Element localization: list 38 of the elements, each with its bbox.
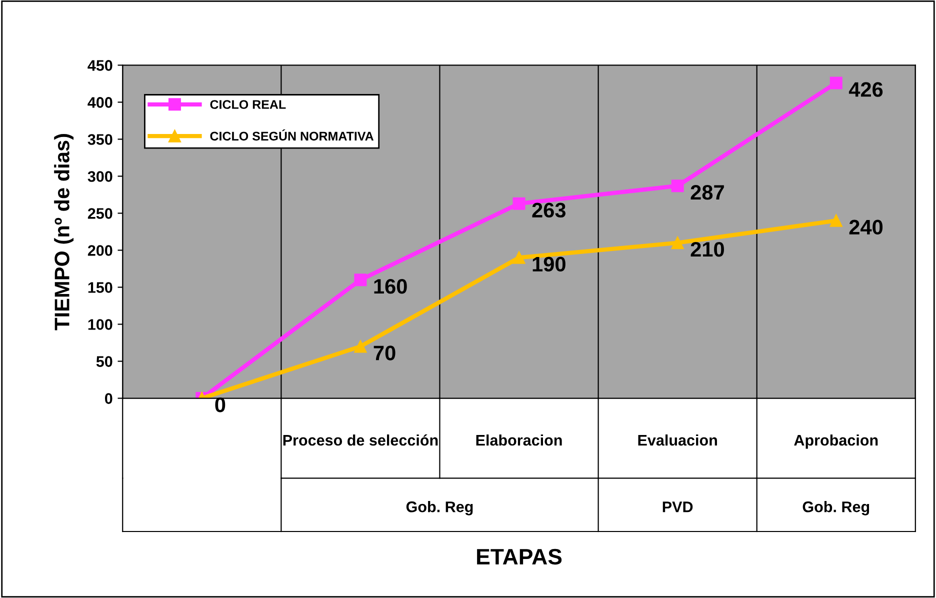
text: PVD [662,502,693,512]
point [512,197,526,210]
y-tick-label: 250 [88,208,112,219]
x-tick-label: Evaluacion [638,434,717,446]
data-label: 190 [532,256,566,272]
y-axis-title: TIEMPO (nº de dias) [54,134,74,330]
y-tick-label: 200 [88,245,112,256]
y-tick-label: 350 [88,134,112,145]
point [671,180,684,192]
point [671,236,684,250]
y-tick-label: 100 [88,319,112,330]
data-label: 70 [374,346,396,360]
point [354,274,367,286]
point [354,340,367,353]
data-label: 263 [532,202,566,218]
point [830,76,842,90]
point [830,214,842,227]
data-label: 426 [848,82,883,97]
x-axis-title: ETAPAS [477,548,562,565]
y-tick-label: 450 [88,60,112,71]
y-tick-label: 0 [105,393,112,404]
y-tick-label: 50 [96,356,112,367]
text: Gob. Reg [406,501,473,516]
y-tick-label: 400 [88,97,112,108]
legend-label: CICLO REAL [210,100,286,109]
data-label: 287 [690,185,724,200]
y-tick-label: 150 [88,282,112,293]
data-label: 210 [690,242,724,257]
point [512,251,526,264]
data-label: 160 [374,279,407,294]
x-tick-label: Proceso de selección [283,434,438,446]
y-tick-label: 300 [88,171,112,182]
x-tick-label: Aprobacion [794,434,878,449]
data-label: 0 [215,397,226,412]
data-label: 240 [849,220,883,235]
x-tick-label: Elaboracion [476,434,562,446]
text: Gob. Reg [802,501,870,516]
legend-label: CICLO SEGÚN NORMATIVA [210,129,374,141]
